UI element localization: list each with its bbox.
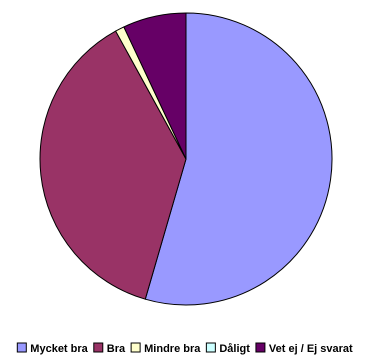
legend-swatch-vet-ej-ej-svarat (255, 342, 266, 353)
legend-label-mindre-bra: Mindre bra (144, 343, 201, 355)
legend-label-mycket-bra: Mycket bra (30, 343, 88, 355)
slice-vet-ej-ej-svarat (123, 12, 187, 160)
slice-mycket-bra (144, 12, 333, 306)
legend-swatch-mindre-bra (130, 342, 141, 353)
legend-swatch-mycket-bra (16, 342, 27, 353)
legend-label-daligt: Dåligt (219, 343, 250, 355)
pie-slices (39, 12, 333, 306)
legend-swatch-bra (93, 342, 104, 353)
legend-swatch-daligt (205, 342, 216, 353)
legend-label-vet-ej-ej-svarat: Vet ej / Ej svarat (269, 343, 353, 355)
legend-label-bra: Bra (107, 343, 126, 355)
slice-bra (39, 30, 187, 300)
legend: Mycket bra Bra Mindre bra Dåligt Vet ej / Ej… (16, 342, 353, 355)
